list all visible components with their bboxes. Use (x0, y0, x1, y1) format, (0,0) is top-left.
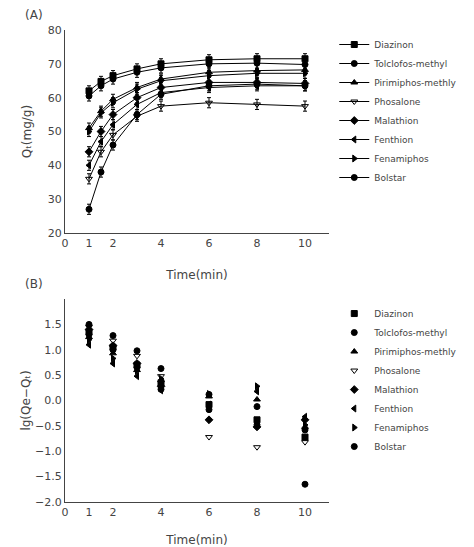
svg-text:Fenthion: Fenthion (374, 404, 413, 414)
svg-text:Time(min): Time(min) (165, 533, 227, 547)
svg-text:(B): (B) (25, 277, 43, 291)
svg-text:0: 0 (62, 506, 69, 519)
svg-text:Qₜ(mg/g): Qₜ(mg/g) (20, 105, 34, 158)
svg-text:6: 6 (206, 506, 213, 519)
svg-text:1.0: 1.0 (44, 344, 62, 357)
svg-text:lg(Qe−Qₜ): lg(Qe−Qₜ) (19, 370, 33, 430)
svg-text:Phosalone: Phosalone (374, 97, 421, 107)
svg-text:8: 8 (254, 506, 261, 519)
svg-text:−1.5: −1.5 (35, 470, 62, 483)
svg-text:Time(min): Time(min) (165, 268, 227, 282)
svg-text:Bolstar: Bolstar (374, 442, 406, 452)
svg-text:8: 8 (254, 237, 261, 250)
svg-text:4: 4 (158, 237, 165, 250)
svg-text:80: 80 (48, 24, 62, 37)
svg-text:−0.5: −0.5 (35, 420, 62, 433)
svg-text:2: 2 (110, 506, 117, 519)
svg-text:0.0: 0.0 (44, 394, 62, 407)
svg-text:Tolclofos-methyl: Tolclofos-methyl (373, 59, 447, 69)
svg-text:10: 10 (298, 237, 312, 250)
svg-text:Pirimiphos-methly: Pirimiphos-methly (374, 347, 456, 357)
svg-text:Pirimiphos-methly: Pirimiphos-methly (374, 78, 456, 88)
svg-text:Malathion: Malathion (374, 385, 418, 395)
svg-text:40: 40 (48, 159, 62, 172)
svg-text:2: 2 (110, 237, 117, 250)
svg-text:1.5: 1.5 (44, 318, 62, 331)
svg-text:1: 1 (86, 506, 93, 519)
svg-text:−1.0: −1.0 (35, 445, 62, 458)
svg-text:Diazinon: Diazinon (374, 309, 413, 319)
svg-text:20: 20 (48, 227, 62, 240)
svg-text:Diazinon: Diazinon (374, 40, 413, 50)
svg-text:10: 10 (298, 506, 312, 519)
svg-text:Tolclofos-methyl: Tolclofos-methyl (373, 328, 447, 338)
svg-text:4: 4 (158, 506, 165, 519)
svg-text:1: 1 (86, 237, 93, 250)
svg-text:Fenamiphos: Fenamiphos (374, 423, 429, 433)
svg-text:6: 6 (206, 237, 213, 250)
svg-text:0.5: 0.5 (44, 369, 62, 382)
svg-text:0: 0 (62, 237, 69, 250)
svg-text:30: 30 (48, 193, 62, 206)
svg-text:−2.0: −2.0 (35, 496, 62, 509)
svg-text:Bolstar: Bolstar (374, 173, 406, 183)
svg-text:Phosalone: Phosalone (374, 366, 421, 376)
svg-text:(A): (A) (25, 8, 43, 22)
svg-text:Malathion: Malathion (374, 116, 418, 126)
svg-text:Fenthion: Fenthion (374, 135, 413, 145)
svg-text:60: 60 (48, 92, 62, 105)
svg-text:50: 50 (48, 125, 62, 138)
svg-text:70: 70 (48, 58, 62, 71)
svg-text:Fenamiphos: Fenamiphos (374, 154, 429, 164)
